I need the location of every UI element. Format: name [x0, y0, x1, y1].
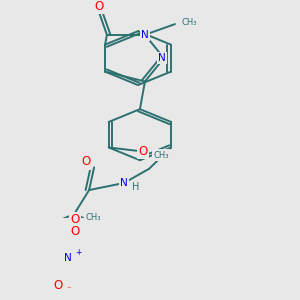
- Text: N: N: [158, 53, 166, 63]
- Text: O: O: [94, 0, 104, 13]
- Text: N: N: [64, 253, 72, 263]
- Text: +: +: [75, 248, 82, 257]
- Text: O: O: [54, 279, 63, 292]
- Text: H: H: [132, 182, 140, 191]
- Text: CH₃: CH₃: [85, 212, 101, 221]
- Text: O: O: [70, 213, 80, 226]
- Text: N: N: [120, 178, 128, 188]
- Text: ⁻: ⁻: [66, 285, 71, 294]
- Text: O: O: [82, 155, 91, 168]
- Text: O: O: [71, 225, 80, 238]
- Text: O: O: [138, 145, 147, 158]
- Text: N: N: [141, 30, 149, 40]
- Text: CH₃: CH₃: [153, 151, 169, 160]
- Text: CH₃: CH₃: [181, 18, 197, 27]
